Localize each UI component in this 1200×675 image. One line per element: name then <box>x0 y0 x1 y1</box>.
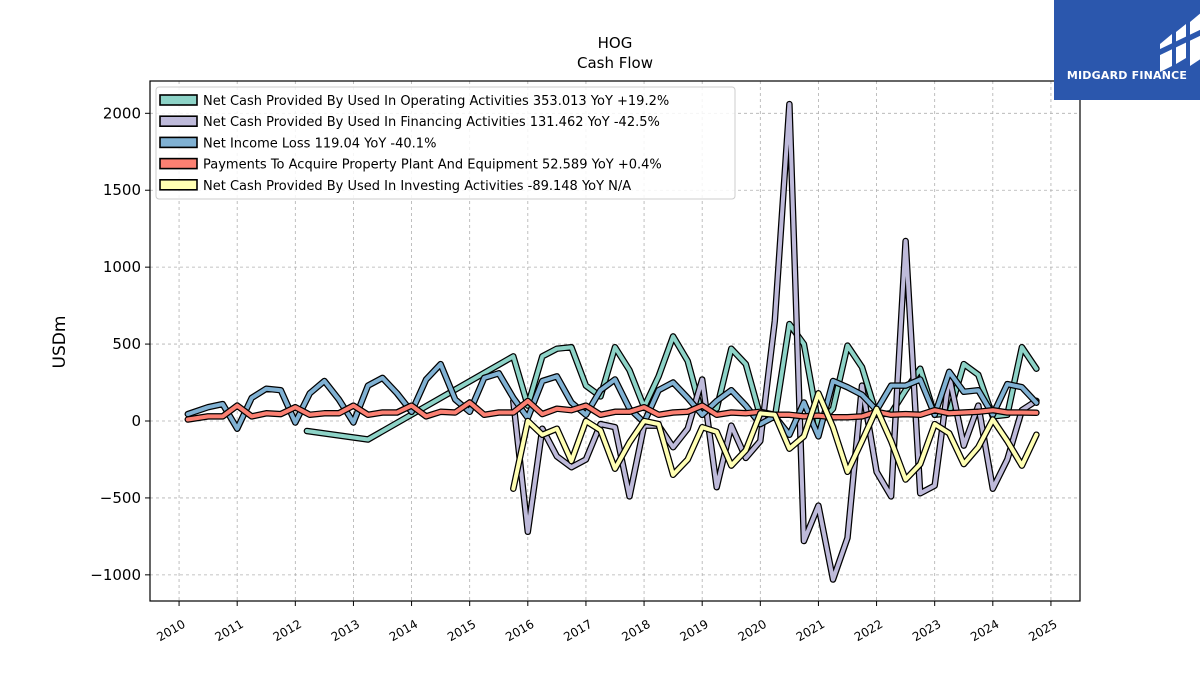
chart-title: HOG <box>598 34 633 52</box>
x-tick-label: 2013 <box>329 617 362 644</box>
x-tick-label: 2020 <box>736 617 769 644</box>
brand-name: MIDGARD FINANCE <box>1066 69 1188 82</box>
series-line-3 <box>185 362 1039 439</box>
legend-swatch <box>159 136 198 149</box>
plot-frame <box>149 80 1081 602</box>
y-axis-ticks: 2000 1500 1000 500 0 −500 −1000 <box>90 104 150 584</box>
legend-swatch <box>159 94 198 106</box>
logo-mark-icon <box>1158 13 1200 72</box>
legend-box <box>155 86 736 200</box>
x-tick-label: 2022 <box>852 617 885 644</box>
legend-swatch <box>159 115 198 127</box>
x-tick-label: 2017 <box>561 617 594 644</box>
legend-label: Payments To Acquire Property Plant And E… <box>203 158 662 173</box>
x-tick-label: 2023 <box>910 617 943 644</box>
y-tick-label: 2000 <box>103 104 141 122</box>
x-axis-ticks: 2010 2011 2012 2013 2014 2015 2016 2017 2018 2019… <box>154 601 1060 644</box>
brand-logo: MIDGARD FINANCE <box>1054 0 1200 100</box>
legend-label: Net Cash Provided By Used In Investing A… <box>203 179 631 194</box>
legend-label: Net Cash Provided By Used In Operating A… <box>203 94 669 109</box>
legend-label: Net Income Loss 119.04 YoY -40.1% <box>203 136 436 151</box>
series-line-4 <box>185 399 1039 422</box>
chart-subtitle: Cash Flow <box>577 54 653 72</box>
x-tick-label: 2021 <box>794 617 827 644</box>
legend-label: Net Cash Provided By Used In Financing A… <box>203 115 660 130</box>
legend-swatch <box>159 157 198 170</box>
x-tick-label: 2024 <box>968 617 1001 644</box>
x-tick-label: 2012 <box>271 617 304 644</box>
y-tick-label: 1500 <box>103 181 141 199</box>
legend-swatch <box>159 179 198 191</box>
x-tick-label: 2014 <box>387 617 420 644</box>
x-tick-label: 2019 <box>677 617 710 644</box>
y-tick-label: 500 <box>112 335 141 353</box>
x-tick-label: 2010 <box>154 617 187 644</box>
y-tick-label: −500 <box>100 489 141 507</box>
x-tick-label: 2016 <box>503 617 536 644</box>
x-tick-label: 2011 <box>212 617 245 644</box>
x-tick-label: 2015 <box>445 617 478 644</box>
series-line-5 <box>511 391 1039 491</box>
series-outline-4 <box>184 397 1040 423</box>
y-tick-label: 1000 <box>103 258 141 276</box>
y-axis-label: USDm <box>50 316 70 369</box>
series-lines <box>184 100 1040 583</box>
y-tick-label: −1000 <box>90 566 141 584</box>
x-tick-label: 2018 <box>619 617 652 644</box>
y-tick-label: 0 <box>131 412 141 430</box>
x-tick-label: 2025 <box>1026 617 1059 644</box>
legend: Net Cash Provided By Used In Operating A… <box>155 86 736 200</box>
